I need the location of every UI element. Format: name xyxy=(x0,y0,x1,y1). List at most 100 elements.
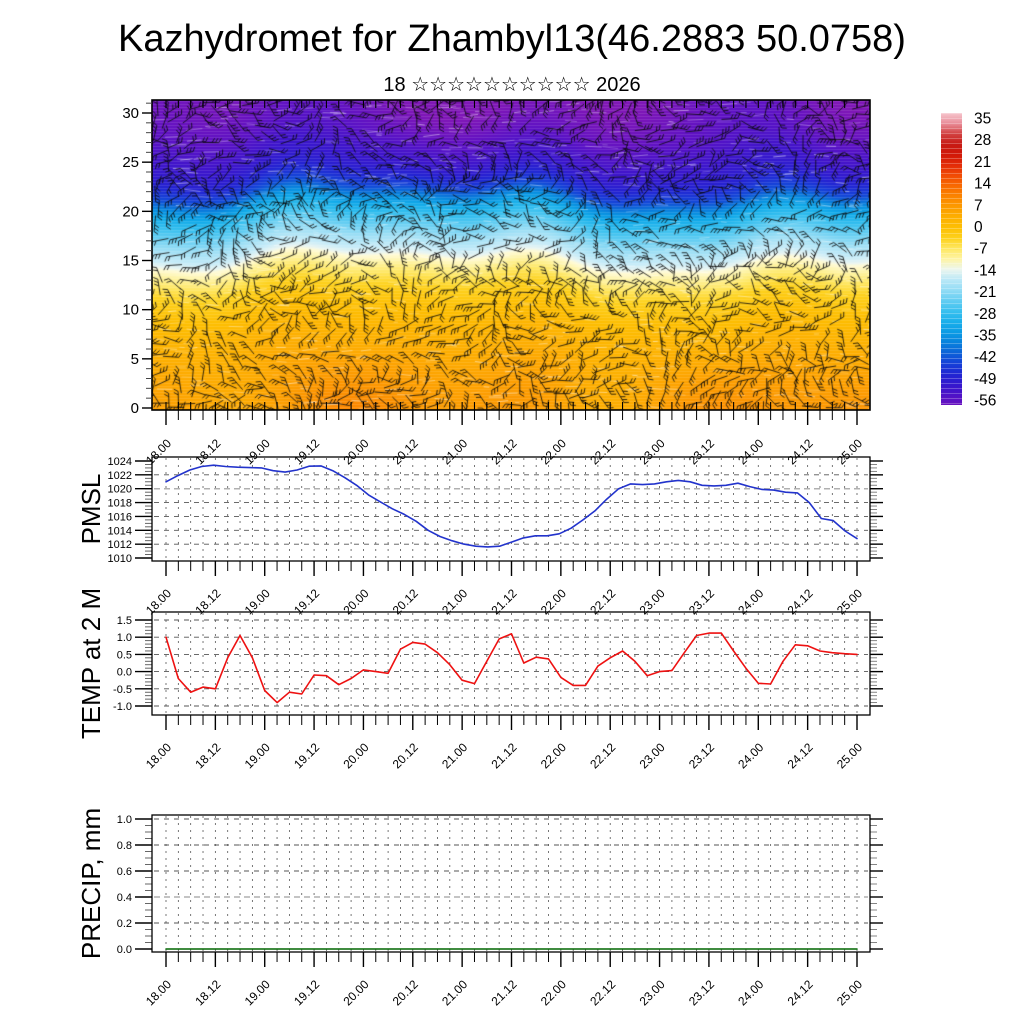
x-tick-label: 24.12 xyxy=(785,436,816,467)
x-tick-label: 24.12 xyxy=(785,977,816,1008)
x-tick-label: 23.12 xyxy=(686,977,717,1008)
y-tick-label: 1014 xyxy=(108,525,132,537)
x-tick-label: 18.12 xyxy=(192,740,223,771)
y-tick-label: 1024 xyxy=(108,456,132,468)
temp-panel-ylabel: TEMP at 2 M xyxy=(76,588,106,739)
x-tick-label: 23.00 xyxy=(637,586,668,617)
contour-y-label: 10 xyxy=(122,302,139,319)
x-tick-label: 24.12 xyxy=(785,586,816,617)
x-tick-label: 24.12 xyxy=(785,740,816,771)
x-tick-label: 24.00 xyxy=(735,436,766,467)
x-tick-label: 19.12 xyxy=(291,586,322,617)
x-tick-label: 20.00 xyxy=(340,436,371,467)
x-tick-label: 23.12 xyxy=(686,740,717,771)
y-tick-label: 1020 xyxy=(108,484,132,496)
x-tick-label: 20.12 xyxy=(390,977,421,1008)
colorbar-label: -21 xyxy=(974,284,996,301)
colorbar-label: 14 xyxy=(974,176,992,193)
contour-axes: 0 5 10 15 20 25 30 18.00 18.12 19.00 19.12 20.00 20.… xyxy=(122,99,871,467)
y-tick-label: -0.5 xyxy=(113,684,132,696)
contour-y-label: 30 xyxy=(122,105,139,122)
x-tick-label: 22.12 xyxy=(587,436,618,467)
wind-temperature-panel xyxy=(152,100,870,410)
y-tick-label: 1018 xyxy=(108,498,132,510)
temp-panel: 1.5 1.0 0.5 0.0 -0.5 -1.0 18.00 18.12 19.00 19.12… xyxy=(76,588,883,771)
precip-panel-ylabel: PRECIP, mm xyxy=(76,808,106,959)
x-tick-label: 19.00 xyxy=(242,740,273,771)
colorbar-label: -7 xyxy=(974,241,988,258)
x-tick-label: 19.12 xyxy=(291,436,322,467)
colorbar-label: 21 xyxy=(974,154,991,171)
x-tick-label: 21.12 xyxy=(488,436,519,467)
temperature-colorbar xyxy=(941,113,962,405)
x-tick-label: 22.00 xyxy=(538,977,569,1008)
y-tick-label: 1.0 xyxy=(117,814,132,826)
x-tick-label: 23.00 xyxy=(637,740,668,771)
x-tick-label: 21.12 xyxy=(488,586,519,617)
y-tick-label: 0.5 xyxy=(117,649,132,661)
contour-y-label: 25 xyxy=(122,154,139,171)
contour-y-label: 0 xyxy=(131,400,139,417)
colorbar-label: -49 xyxy=(974,371,996,388)
colorbar-labels: 35 28 21 14 7 0 -7 -14 -21 -28 -35 -42 -49 -56 xyxy=(974,111,997,410)
x-tick-label: 18.12 xyxy=(192,586,223,617)
colorbar-label: -35 xyxy=(974,328,996,345)
y-tick-label: 1010 xyxy=(108,553,132,565)
x-tick-label: 20.12 xyxy=(390,740,421,771)
x-tick-label: 18.00 xyxy=(143,586,174,617)
colorbar-label: 28 xyxy=(974,132,991,149)
pmsl-panel-ylabel: PMSL xyxy=(76,474,106,545)
precip-panel: 1.0 0.8 0.6 0.4 0.2 0.0 18.00 18.12 19.00 19.12 20… xyxy=(76,808,883,1008)
x-tick-label: 24.00 xyxy=(735,740,766,771)
y-tick-label: 0.8 xyxy=(117,840,132,852)
x-tick-label: 24.00 xyxy=(735,977,766,1008)
y-tick-label: 1012 xyxy=(108,539,132,551)
x-tick-label: 23.12 xyxy=(686,586,717,617)
x-tick-label: 25.00 xyxy=(834,977,865,1008)
y-tick-label: 0.6 xyxy=(117,866,132,878)
x-tick-label: 22.00 xyxy=(538,436,569,467)
x-tick-label: 18.12 xyxy=(192,977,223,1008)
y-tick-label: 1016 xyxy=(108,511,132,523)
x-tick-label: 19.00 xyxy=(242,436,273,467)
y-tick-label: 1.5 xyxy=(117,615,132,627)
contour-y-label: 5 xyxy=(131,351,139,368)
x-tick-label: 20.12 xyxy=(390,436,421,467)
x-tick-label: 18.00 xyxy=(143,740,174,771)
y-tick-label: 1.0 xyxy=(117,632,132,644)
colorbar-label: -14 xyxy=(974,262,997,279)
x-tick-label: 20.12 xyxy=(390,586,421,617)
page-title: Kazhydromet for Zhambyl13(46.2883 50.075… xyxy=(118,18,906,60)
x-tick-label: 21.00 xyxy=(439,436,470,467)
x-tick-label: 22.00 xyxy=(538,740,569,771)
contour-y-label: 15 xyxy=(122,253,139,270)
x-tick-label: 21.00 xyxy=(439,977,470,1008)
x-tick-label: 20.00 xyxy=(340,977,371,1008)
x-tick-label: 24.00 xyxy=(735,586,766,617)
x-tick-label: 19.12 xyxy=(291,977,322,1008)
x-tick-label: 20.00 xyxy=(340,586,371,617)
colorbar-label: 7 xyxy=(974,197,983,214)
x-tick-label: 19.00 xyxy=(242,586,273,617)
temp-panel-series xyxy=(165,632,858,704)
pmsl-panel-series xyxy=(165,464,858,548)
y-tick-label: 0.0 xyxy=(117,944,132,956)
contour-y-label: 20 xyxy=(122,203,139,220)
x-tick-label: 19.00 xyxy=(242,977,273,1008)
colorbar-label: -42 xyxy=(974,349,996,366)
x-tick-label: 21.12 xyxy=(488,740,519,771)
x-tick-label: 25.00 xyxy=(834,586,865,617)
page-subtitle: 18 ☆☆☆☆☆☆☆☆☆☆ 2026 xyxy=(383,74,641,96)
x-tick-label: 23.12 xyxy=(686,436,717,467)
x-tick-label: 21.12 xyxy=(488,977,519,1008)
colorbar-label: 35 xyxy=(974,111,991,128)
x-tick-label: 18.00 xyxy=(143,436,174,467)
x-tick-label: 18.12 xyxy=(192,436,223,467)
x-tick-label: 21.00 xyxy=(439,586,470,617)
y-tick-label: 0.2 xyxy=(117,918,132,930)
x-tick-label: 19.12 xyxy=(291,740,322,771)
x-tick-label: 23.00 xyxy=(637,977,668,1008)
